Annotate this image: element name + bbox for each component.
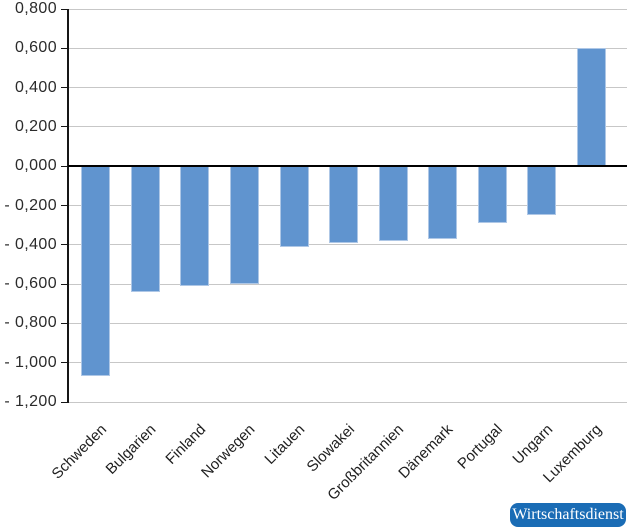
y-axis-tick: [61, 126, 68, 128]
zero-baseline: [68, 165, 627, 168]
y-tick-label: - 0,400: [4, 235, 57, 253]
bar-bulgarien: [130, 166, 160, 292]
y-axis-tick: [61, 47, 68, 49]
y-axis-tick: [61, 205, 68, 206]
bar-schweden: [81, 166, 111, 377]
x-category-label: Portugal: [454, 421, 507, 473]
y-tick-label: 0,200: [14, 117, 57, 135]
y-tick-label: - 0,600: [4, 275, 57, 293]
y-axis-tick: [61, 165, 68, 167]
y-tick-label: - 1,200: [4, 393, 57, 410]
x-category-label: Finland: [162, 421, 209, 468]
y-tick-label: - 0,200: [4, 196, 57, 214]
y-axis-tick: [61, 8, 68, 10]
bar-dänemark: [428, 166, 458, 239]
bar-ungarn: [527, 166, 557, 216]
gridline: [68, 126, 627, 128]
gridline: [68, 8, 627, 10]
bar-finland: [180, 166, 210, 287]
bar-portugal: [477, 166, 507, 224]
bar-luxemburg: [576, 48, 606, 167]
y-tick-label: 0,400: [14, 78, 57, 96]
gridline: [68, 283, 627, 285]
y-axis-tick: [61, 362, 68, 364]
bar-großbritannien: [378, 166, 408, 241]
wirtschaftsdienst-badge: Wirtschaftsdienst: [510, 503, 626, 527]
y-axis-tick: [61, 87, 68, 89]
y-axis-tick: [61, 283, 68, 285]
gridline: [68, 322, 627, 324]
bar-norwegen: [229, 166, 259, 285]
y-axis-line: [67, 9, 69, 403]
y-tick-label: - 1,000: [4, 353, 57, 371]
y-axis-tick: [61, 244, 68, 246]
gridline: [68, 47, 627, 49]
y-tick-label: - 0,800: [4, 314, 57, 332]
y-axis-tick: [61, 322, 68, 324]
gridline: [68, 244, 627, 246]
gridline: [68, 362, 627, 364]
x-category-label: Litauen: [261, 421, 309, 468]
y-tick-label: 0,600: [14, 39, 57, 57]
bar-slowakei: [329, 166, 359, 243]
bar-litauen: [279, 166, 309, 247]
x-category-label: Bulgarien: [102, 421, 160, 478]
x-category-label: Schweden: [48, 421, 110, 483]
x-category-label: Ungarn: [508, 421, 556, 468]
y-tick-label: 0,800: [14, 0, 57, 17]
y-tick-label: 0,000: [14, 157, 57, 175]
y-axis-tick: [61, 401, 68, 403]
gridline: [68, 87, 627, 89]
gridline: [68, 401, 627, 403]
